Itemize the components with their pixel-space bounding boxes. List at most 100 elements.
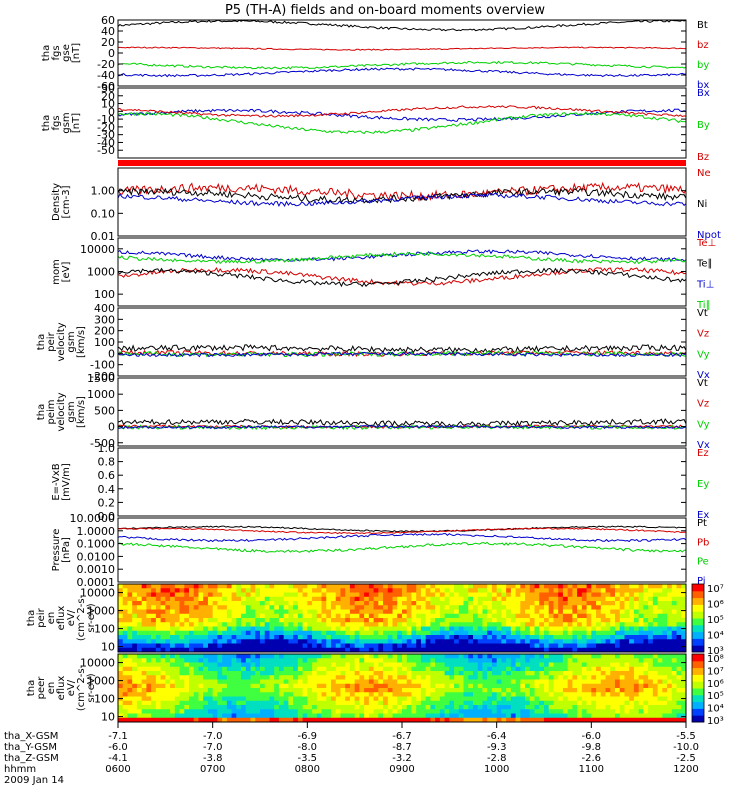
heatmap-cell xyxy=(430,683,436,689)
heatmap-cell xyxy=(420,601,427,606)
heatmap-cell xyxy=(506,688,512,693)
heatmap-cell xyxy=(170,596,176,602)
heatmap-cell xyxy=(435,605,441,610)
heatmap-cell xyxy=(359,630,365,636)
heatmap-cell xyxy=(392,688,398,693)
heatmap-cell xyxy=(274,679,280,685)
heatmap-cell xyxy=(458,679,465,685)
heatmap-cell xyxy=(671,622,678,627)
heatmap-cell xyxy=(151,662,157,668)
heatmap-cell xyxy=(127,609,133,615)
heatmap-cell xyxy=(293,654,299,659)
heatmap-cell xyxy=(316,671,323,676)
heatmap-cell xyxy=(359,666,365,672)
heatmap-cell xyxy=(212,696,218,702)
heatmap-cell xyxy=(326,683,332,689)
heatmap-cell xyxy=(151,626,157,632)
y-tick-label: -20 xyxy=(97,58,115,71)
heatmap-cell xyxy=(297,662,304,668)
heatmap-cell xyxy=(165,683,171,689)
heatmap-cell xyxy=(652,643,659,649)
heatmap-cell xyxy=(586,635,592,640)
heatmap-cell xyxy=(378,630,384,636)
heatmap-cell xyxy=(283,592,289,598)
heatmap-cell xyxy=(629,613,635,619)
heatmap-cell xyxy=(359,679,365,685)
heatmap-cell xyxy=(572,618,578,623)
heatmap-cell xyxy=(316,626,323,632)
heatmap-cell xyxy=(529,692,536,697)
heatmap-cell xyxy=(179,596,185,602)
heatmap-cell xyxy=(127,584,133,589)
heatmap-cell xyxy=(648,717,654,723)
heatmap-cell xyxy=(553,683,559,689)
panel-frame xyxy=(117,377,687,447)
heatmap-cell xyxy=(458,713,465,719)
heatmap-cell xyxy=(643,609,649,615)
heatmap-cell xyxy=(411,654,417,659)
heatmap-cell xyxy=(368,654,375,659)
heatmap-cell xyxy=(373,592,379,598)
heatmap-cell xyxy=(610,643,616,649)
heatmap-cell xyxy=(544,601,550,606)
heatmap-cell xyxy=(387,592,394,598)
heatmap-cell xyxy=(416,700,422,706)
heatmap-cell xyxy=(539,688,545,693)
heatmap-cell xyxy=(676,592,682,598)
heatmap-cell xyxy=(458,658,465,663)
heatmap-cell xyxy=(643,675,649,680)
heatmap-cell xyxy=(165,658,171,663)
heatmap-cell xyxy=(226,622,233,627)
heatmap-cell xyxy=(354,705,360,710)
heatmap-cell xyxy=(619,643,625,649)
heatmap-cell xyxy=(397,654,403,659)
heatmap-cell xyxy=(321,588,327,593)
heatmap-cell xyxy=(118,622,124,627)
heatmap-cell xyxy=(264,630,270,636)
heatmap-cell xyxy=(141,605,147,610)
heatmap-cell xyxy=(293,626,299,632)
heatmap-cell xyxy=(416,671,422,676)
heatmap-cell xyxy=(439,613,446,619)
heatmap-cell xyxy=(586,700,592,706)
heatmap-cell xyxy=(278,683,285,689)
heatmap-cell xyxy=(662,635,668,640)
heatmap-cell xyxy=(302,654,308,659)
heatmap-cell xyxy=(345,666,351,672)
heatmap-cell xyxy=(226,596,233,602)
heatmap-cell xyxy=(515,635,521,640)
heatmap-cell xyxy=(577,635,583,640)
heatmap-cell xyxy=(340,696,346,702)
heatmap-cell xyxy=(444,622,450,627)
heatmap-cell xyxy=(387,613,394,619)
heatmap-cell xyxy=(293,635,299,640)
heatmap-cell xyxy=(420,584,427,589)
heatmap-cell xyxy=(118,688,124,693)
heatmap-cell xyxy=(667,613,673,619)
heatmap-cell xyxy=(118,717,124,723)
heatmap-cell xyxy=(610,700,616,706)
heatmap-cell xyxy=(548,666,554,672)
heatmap-cell xyxy=(302,709,308,714)
heatmap-cell xyxy=(359,658,365,663)
heatmap-cell xyxy=(222,683,228,689)
heatmap-cell xyxy=(671,671,678,676)
heatmap-cell xyxy=(160,647,166,653)
heatmap-cell xyxy=(245,647,252,653)
heatmap-cell xyxy=(439,618,446,623)
heatmap-cell xyxy=(146,605,152,610)
heatmap-cell xyxy=(302,700,308,706)
heatmap-cell xyxy=(633,613,640,619)
heatmap-cell xyxy=(496,658,502,663)
y-axis-label-line: (cm^2-s- xyxy=(76,664,87,711)
heatmap-cell xyxy=(510,713,517,719)
heatmap-cell xyxy=(326,643,332,649)
heatmap-cell xyxy=(364,709,370,714)
heatmap-cell xyxy=(558,639,564,644)
heatmap-cell xyxy=(548,713,554,719)
heatmap-cell xyxy=(681,658,687,663)
heatmap-cell xyxy=(643,643,649,649)
heatmap-cell xyxy=(558,713,564,719)
heatmap-cell xyxy=(439,671,446,676)
heatmap-cell xyxy=(652,671,659,676)
